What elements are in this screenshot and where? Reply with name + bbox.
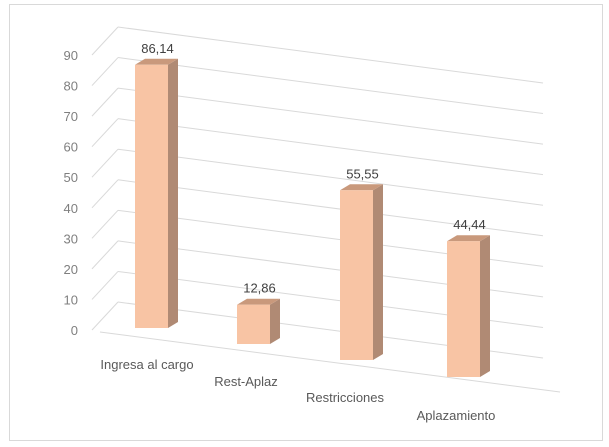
category-label: Restricciones xyxy=(306,390,385,405)
y-tick-label: 70 xyxy=(64,109,78,124)
bar xyxy=(340,184,383,360)
bars: 86,14 12,86 55,55 44,44 xyxy=(135,41,490,377)
category-labels: Ingresa al cargo Rest-Aplaz Restricciones A… xyxy=(100,357,495,423)
category-label: Aplazamiento xyxy=(417,408,496,423)
data-label: 86,14 xyxy=(141,41,174,56)
y-tick-label: 0 xyxy=(71,323,78,338)
y-tick-label: 50 xyxy=(64,170,78,185)
y-tick-label: 90 xyxy=(64,48,78,63)
y-tick-label: 10 xyxy=(64,292,78,307)
y-axis-ticks: 0 10 20 30 40 50 60 70 80 90 xyxy=(64,48,78,338)
category-label: Rest-Aplaz xyxy=(214,374,278,389)
bar xyxy=(447,235,490,377)
chart-frame xyxy=(9,4,603,441)
bar xyxy=(135,58,178,329)
bar xyxy=(237,298,280,344)
category-label: Ingresa al cargo xyxy=(100,357,193,372)
data-label: 12,86 xyxy=(243,281,276,296)
data-label: 44,44 xyxy=(453,217,486,232)
data-label: 55,55 xyxy=(346,166,379,181)
y-tick-label: 60 xyxy=(64,140,78,155)
y-tick-label: 80 xyxy=(64,79,78,94)
y-tick-label: 40 xyxy=(64,201,78,216)
y-tick-label: 20 xyxy=(64,262,78,277)
y-tick-label: 30 xyxy=(64,231,78,246)
